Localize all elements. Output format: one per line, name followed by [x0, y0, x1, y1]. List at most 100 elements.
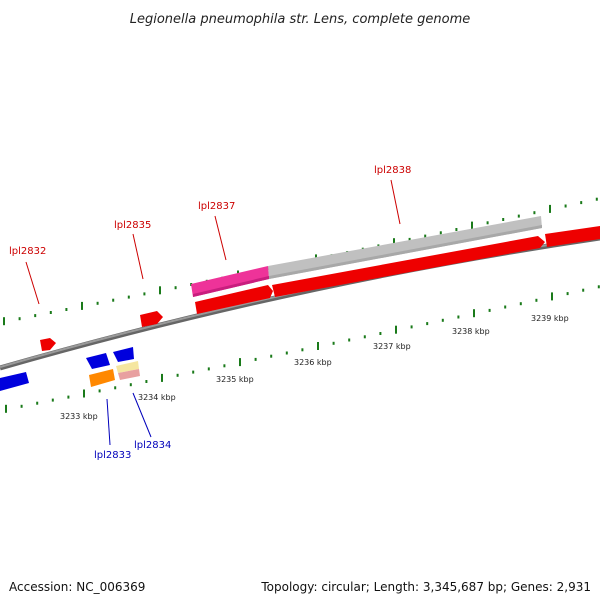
inner-track-major-tick — [5, 404, 7, 413]
inner-track-minor-tick — [145, 380, 148, 383]
inner-track-minor-tick — [36, 401, 39, 405]
inner-track-minor-tick — [223, 364, 226, 368]
outer-track-minor-tick — [533, 211, 536, 215]
outer-track-major-tick — [81, 301, 83, 310]
gene-lpl2833-leader — [106, 398, 111, 446]
inner-track-minor-tick — [129, 383, 132, 387]
accession-text: Accession: NC_006369 — [9, 580, 146, 594]
gene-lpl2838-body[interactable] — [272, 236, 545, 297]
outer-track-minor-tick — [112, 298, 115, 302]
orange-feature[interactable] — [89, 369, 115, 387]
scale-label-3239: 3239 kbp — [531, 314, 569, 323]
gene-lpl2837-leader — [214, 215, 227, 261]
scale-label-3236: 3236 kbp — [294, 358, 332, 367]
outer-track-minor-tick — [65, 308, 68, 311]
inner-track-minor-tick — [254, 357, 257, 361]
inner-track-minor-tick — [535, 298, 538, 302]
inner-track-major-tick — [83, 389, 85, 398]
gene-lpl2839-body[interactable] — [545, 226, 600, 247]
gene-lpl2834-leader — [132, 392, 152, 438]
outer-track-minor-tick — [517, 214, 520, 218]
inner-track-major-tick — [395, 325, 397, 334]
gene-lpl2838-leader — [390, 179, 401, 225]
inner-track-minor-tick — [20, 404, 23, 408]
inner-track-minor-tick — [285, 351, 288, 355]
gene-lpl2832-leader — [25, 261, 40, 305]
inner-track-major-tick — [317, 342, 319, 350]
inner-track-minor-tick — [348, 338, 351, 342]
gene-lpl2837-label[interactable]: lpl2837 — [198, 201, 235, 212]
pale-feature[interactable] — [116, 361, 139, 373]
inner-track-minor-tick — [566, 292, 569, 296]
gene-lpl2838-label[interactable]: lpl2838 — [374, 165, 411, 176]
reverse-cds-left[interactable] — [0, 372, 29, 391]
gene-lpl2835-body[interactable] — [140, 311, 163, 327]
outer-track-minor-tick — [49, 311, 52, 314]
outer-track-minor-tick — [424, 234, 427, 238]
inner-track-minor-tick — [67, 395, 70, 399]
scale-label-3233: 3233 kbp — [60, 412, 98, 421]
outer-track-minor-tick — [408, 237, 411, 241]
genome-backbone-highlight — [0, 236, 600, 368]
gene-lpl2834-body[interactable] — [113, 347, 134, 362]
inner-track-minor-tick — [410, 325, 413, 329]
genome-summary-text: Topology: circular; Length: 3,345,687 bp… — [261, 580, 591, 594]
gene-lpl2837-body[interactable] — [195, 285, 273, 314]
outer-track-minor-tick — [564, 204, 567, 208]
gene-lpl2833-body[interactable] — [86, 353, 110, 369]
inner-track-minor-tick — [379, 332, 382, 335]
inner-track-minor-tick — [519, 302, 522, 306]
inner-track-minor-tick — [270, 354, 273, 358]
outer-track-minor-tick — [455, 228, 458, 231]
outer-track-major-tick — [159, 286, 161, 295]
gene-lpl2835-leader — [132, 233, 144, 280]
inner-track-minor-tick — [457, 315, 460, 319]
outer-track-major-tick — [471, 221, 473, 230]
inner-track-minor-tick — [176, 373, 179, 377]
grey-feature-band-shade — [269, 225, 542, 279]
inner-track-minor-tick — [51, 398, 54, 402]
grey-feature-band[interactable] — [268, 216, 542, 279]
inner-track-minor-tick — [426, 322, 429, 326]
inner-track-minor-tick — [98, 389, 101, 393]
outer-track-minor-tick — [174, 286, 177, 290]
inner-track-minor-tick — [192, 370, 195, 374]
genome-backbone — [0, 235, 600, 371]
outer-track-minor-tick — [486, 221, 489, 225]
gene-lpl2835-label[interactable]: lpl2835 — [114, 220, 151, 231]
inner-track-minor-tick — [332, 341, 335, 345]
outer-track-minor-tick — [34, 314, 37, 318]
outer-track-major-tick — [549, 204, 551, 213]
inner-track-minor-tick — [597, 285, 600, 289]
outer-track-minor-tick — [18, 317, 21, 321]
outer-track-minor-tick — [580, 201, 583, 205]
outer-track-major-tick — [3, 317, 5, 326]
inner-track-major-tick — [551, 292, 553, 301]
inner-track-major-tick — [239, 358, 241, 367]
gene-lpl2834-label[interactable]: lpl2834 — [134, 440, 171, 451]
inner-track-major-tick — [161, 373, 163, 382]
gene-lpl2833-label[interactable]: lpl2833 — [94, 450, 131, 461]
inner-tick-track — [5, 285, 600, 413]
pink-feature[interactable] — [118, 369, 140, 380]
outer-track-minor-tick — [439, 231, 442, 235]
inner-track-minor-tick — [582, 288, 585, 292]
gene-lpl2832-label[interactable]: lpl2832 — [9, 246, 46, 257]
inner-track-minor-tick — [301, 348, 304, 352]
magenta-feature-shade — [193, 276, 269, 297]
gene-lpl2832-body[interactable] — [40, 338, 56, 351]
scale-label-3234: 3234 kbp — [138, 393, 176, 402]
scale-label-3238: 3238 kbp — [452, 327, 490, 336]
outer-track-minor-tick — [127, 295, 130, 299]
inner-track-major-tick — [473, 309, 475, 318]
inner-track-minor-tick — [207, 367, 210, 371]
outer-track-minor-tick — [502, 218, 505, 221]
inner-track-minor-tick — [488, 308, 491, 312]
genome-title: Legionella pneumophila str. Lens, comple… — [130, 12, 471, 27]
inner-track-minor-tick — [363, 335, 366, 339]
outer-track-major-tick — [393, 238, 395, 247]
magenta-feature[interactable] — [191, 266, 269, 297]
inner-track-minor-tick — [441, 318, 444, 322]
outer-track-minor-tick — [595, 197, 598, 201]
